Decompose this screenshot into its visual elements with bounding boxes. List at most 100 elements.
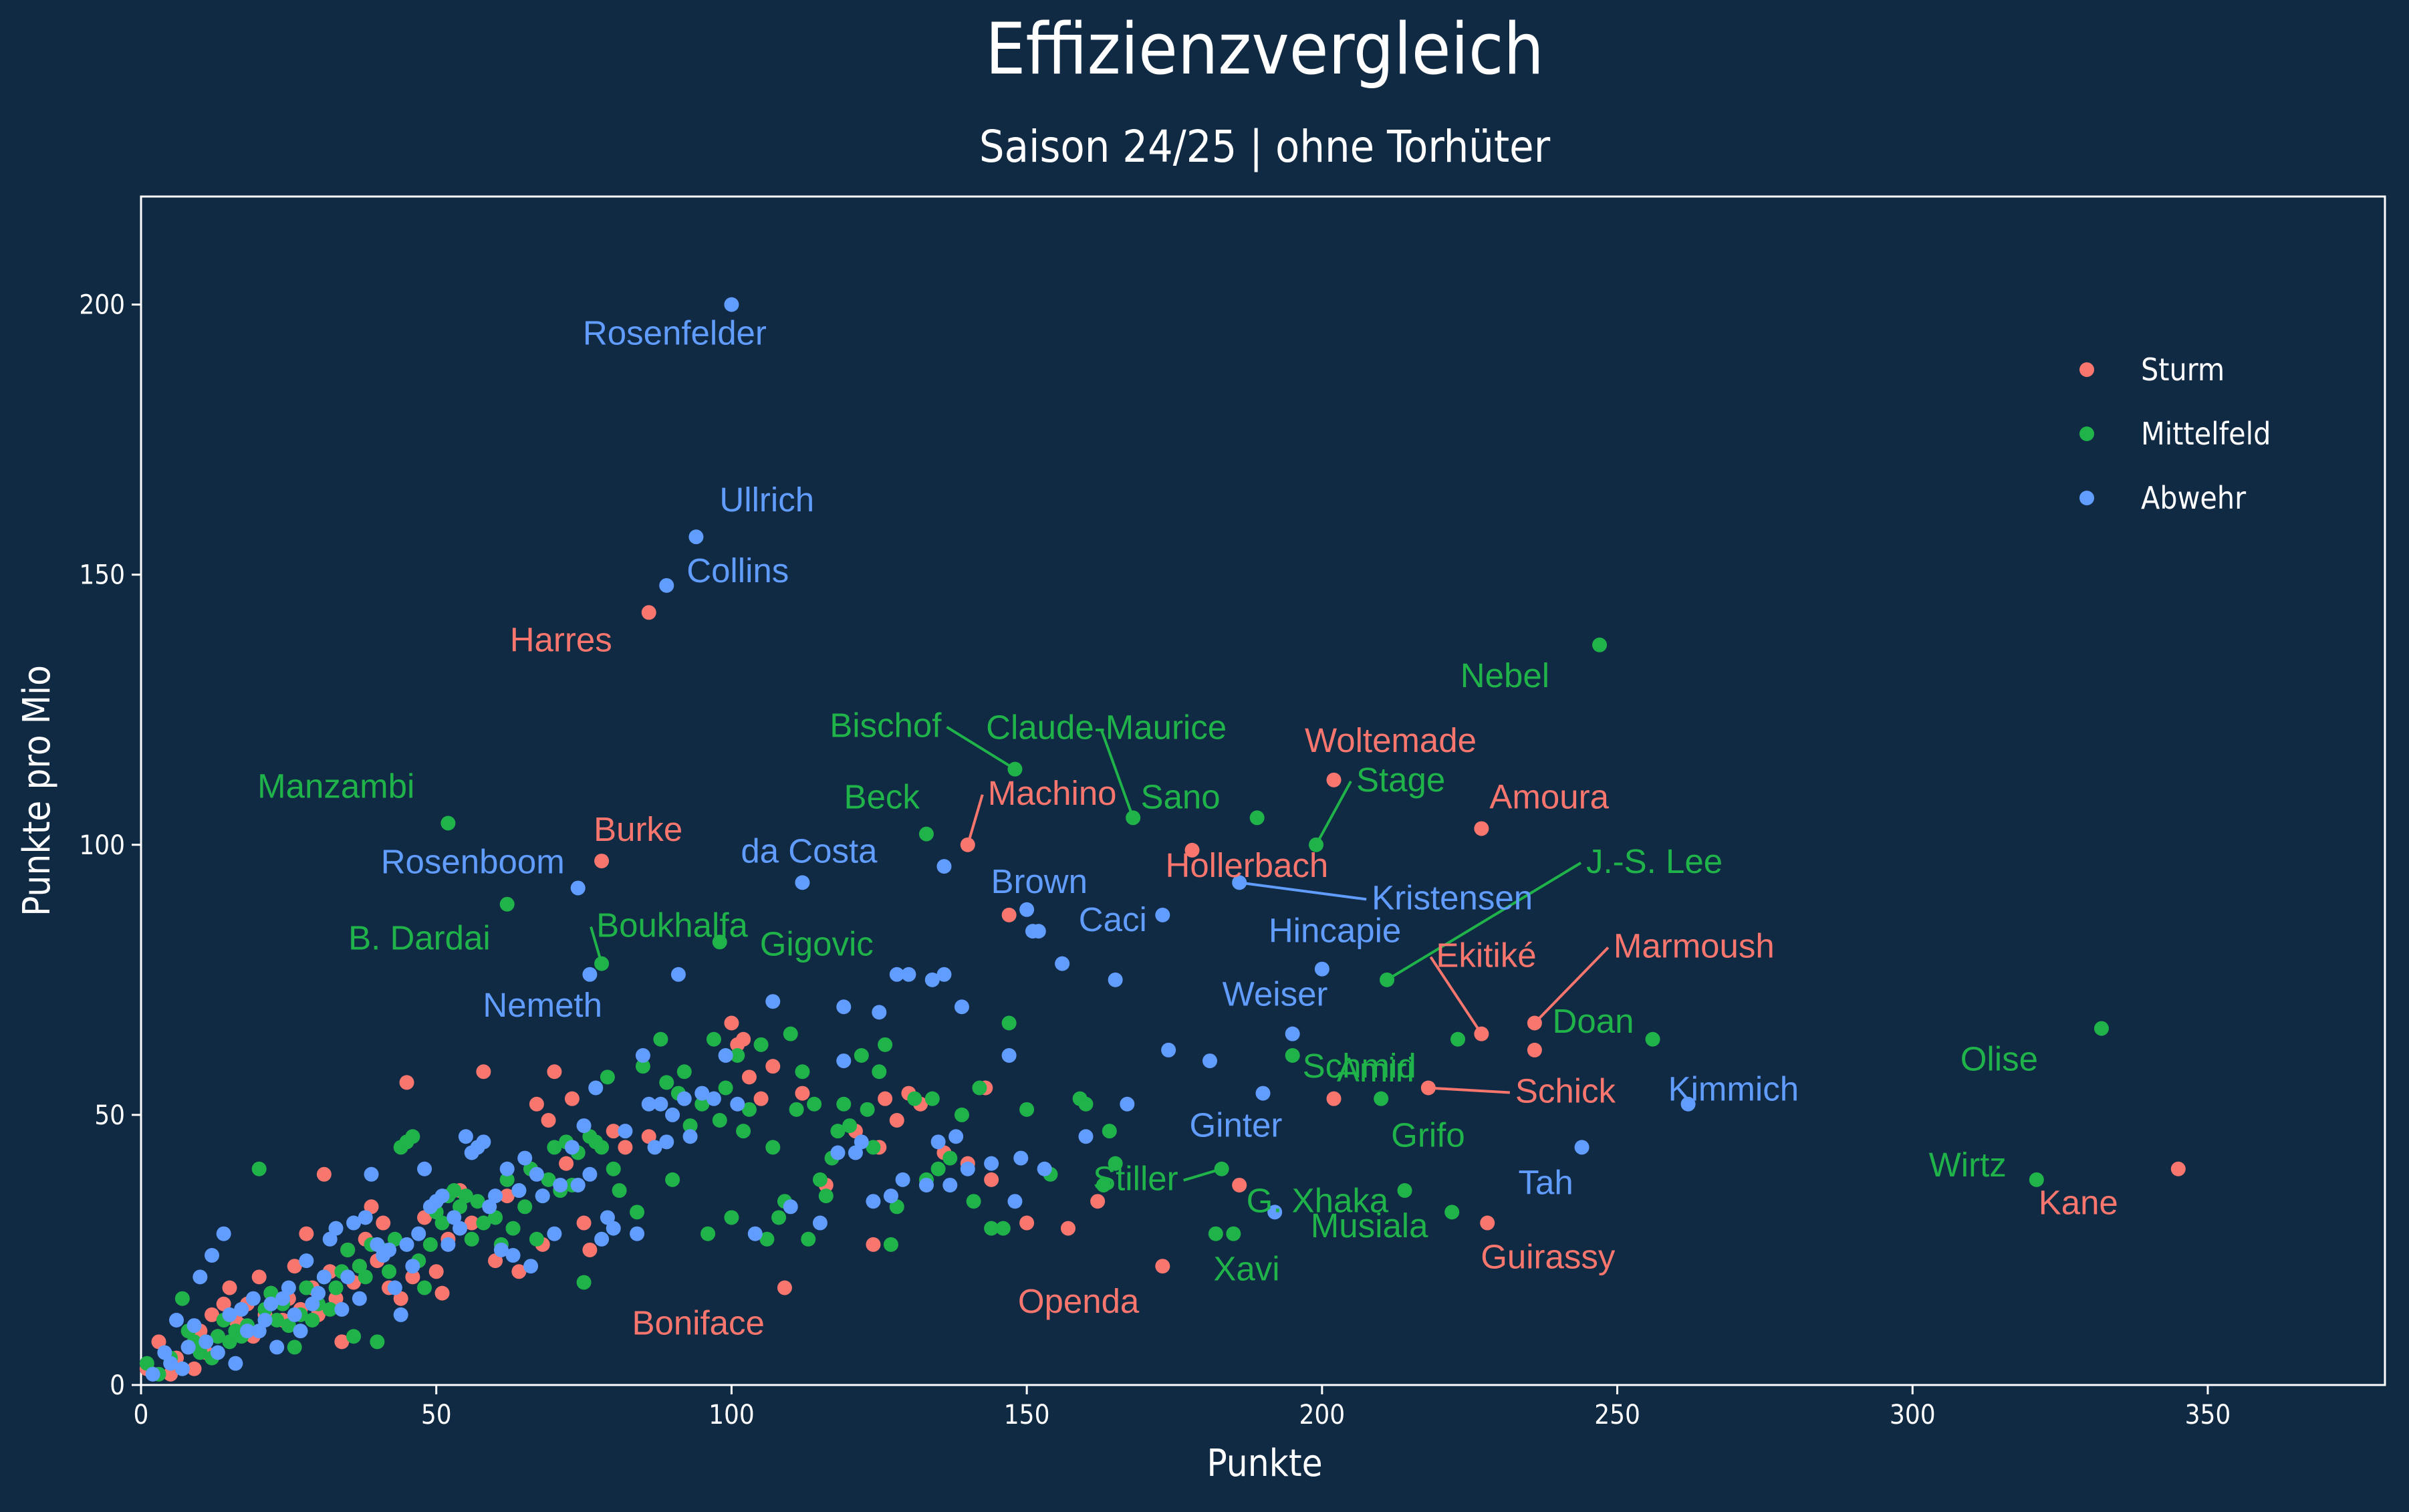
data-point bbox=[511, 1264, 527, 1279]
data-point-wirtz bbox=[2029, 1172, 2044, 1187]
point-label-marmoush: Marmoush bbox=[1614, 927, 1775, 965]
data-point bbox=[263, 1296, 279, 1311]
data-point bbox=[807, 1096, 822, 1112]
data-point bbox=[376, 1215, 391, 1231]
data-point bbox=[547, 1064, 562, 1080]
data-point bbox=[529, 1096, 544, 1112]
data-point-claude-maurice bbox=[1126, 810, 1141, 826]
data-point-hincapie bbox=[1314, 961, 1329, 977]
data-point bbox=[180, 1340, 196, 1355]
data-point-b-dardai bbox=[499, 896, 515, 912]
data-point bbox=[499, 1188, 515, 1204]
data-point bbox=[1120, 1096, 1135, 1112]
data-point bbox=[1161, 1042, 1176, 1057]
data-point bbox=[724, 1210, 739, 1225]
data-point bbox=[364, 1199, 379, 1215]
data-point bbox=[606, 1124, 621, 1139]
data-point bbox=[505, 1248, 521, 1263]
data-point bbox=[924, 972, 940, 987]
x-tick-label: 150 bbox=[1004, 1400, 1050, 1430]
data-point bbox=[299, 1280, 314, 1295]
data-point-marmoush bbox=[1527, 1015, 1542, 1031]
legend-item-sturm: Sturm bbox=[2079, 352, 2225, 388]
point-label-kristensen: Kristensen bbox=[1372, 878, 1533, 916]
data-point bbox=[157, 1345, 172, 1360]
data-point bbox=[328, 1221, 344, 1236]
data-point bbox=[476, 1064, 491, 1080]
data-point bbox=[370, 1237, 385, 1252]
data-point bbox=[576, 1215, 592, 1231]
data-point-grifo bbox=[1374, 1091, 1389, 1106]
chart-title: Effizienzvergleich bbox=[985, 8, 1544, 90]
point-label-doan: Doan bbox=[1553, 1002, 1634, 1040]
leader-lines bbox=[590, 725, 1610, 1182]
data-point bbox=[783, 1199, 798, 1215]
data-point bbox=[878, 1091, 893, 1106]
data-point bbox=[205, 1248, 220, 1263]
data-point bbox=[600, 1210, 615, 1225]
data-point bbox=[387, 1231, 402, 1247]
data-point-stage bbox=[1309, 837, 1324, 852]
data-point bbox=[340, 1269, 356, 1285]
data-point bbox=[883, 1237, 898, 1252]
leader-line-marmoush bbox=[1533, 947, 1610, 1024]
data-point bbox=[305, 1296, 320, 1311]
data-point-olise bbox=[2094, 1021, 2109, 1036]
leader-line-bischof bbox=[946, 725, 1016, 771]
data-point bbox=[883, 1188, 898, 1204]
data-point bbox=[630, 1226, 645, 1241]
data-point-g-xhaka bbox=[1444, 1205, 1460, 1220]
data-point bbox=[269, 1313, 285, 1328]
data-point bbox=[511, 1183, 527, 1199]
data-point bbox=[411, 1226, 426, 1241]
data-point bbox=[830, 1124, 846, 1139]
data-point bbox=[316, 1166, 332, 1182]
data-point bbox=[245, 1291, 261, 1306]
x-tick-label: 200 bbox=[1299, 1400, 1346, 1430]
legend-item-mittelfeld: Mittelfeld bbox=[2079, 416, 2271, 452]
data-point bbox=[901, 967, 916, 982]
point-label-burke: Burke bbox=[594, 810, 682, 848]
legend-marker bbox=[2079, 362, 2094, 377]
data-point bbox=[210, 1329, 225, 1344]
data-point bbox=[984, 1172, 999, 1187]
y-tick-label: 150 bbox=[79, 560, 125, 591]
data-point-nebel bbox=[1592, 637, 1608, 652]
data-point bbox=[1001, 1015, 1017, 1031]
data-point bbox=[618, 1124, 633, 1139]
data-point bbox=[163, 1356, 178, 1371]
data-point bbox=[174, 1291, 190, 1306]
data-point-guirassy bbox=[1480, 1215, 1495, 1231]
data-point bbox=[1019, 1215, 1035, 1231]
data-point bbox=[287, 1259, 302, 1274]
data-point-xavi bbox=[1226, 1226, 1241, 1241]
data-point bbox=[476, 1215, 491, 1231]
data-point bbox=[1013, 1150, 1029, 1166]
y-tick-label: 100 bbox=[79, 830, 125, 861]
data-point bbox=[630, 1205, 645, 1220]
data-point bbox=[842, 1118, 858, 1134]
data-point bbox=[653, 1031, 668, 1047]
data-point bbox=[263, 1285, 279, 1301]
point-label-b-dardai: B. Dardai bbox=[348, 919, 491, 957]
data-point bbox=[670, 967, 686, 982]
leader-line-schick bbox=[1428, 1086, 1510, 1094]
data-point-kimmich bbox=[1680, 1096, 1696, 1112]
data-point bbox=[659, 1075, 674, 1090]
data-point bbox=[694, 1096, 710, 1112]
legend-label: Sturm bbox=[2141, 352, 2225, 388]
point-label-nemeth: Nemeth bbox=[483, 986, 602, 1024]
data-point bbox=[795, 1064, 810, 1080]
data-point bbox=[488, 1188, 503, 1204]
data-point bbox=[1055, 956, 1070, 971]
point-label-stage: Stage bbox=[1356, 761, 1445, 799]
data-point bbox=[606, 1161, 621, 1176]
data-point bbox=[618, 1140, 633, 1155]
data-point bbox=[984, 1221, 999, 1236]
data-point bbox=[907, 1091, 922, 1106]
data-point bbox=[1155, 907, 1170, 922]
data-point bbox=[352, 1259, 367, 1274]
data-point bbox=[665, 1107, 680, 1122]
data-point bbox=[287, 1340, 302, 1355]
